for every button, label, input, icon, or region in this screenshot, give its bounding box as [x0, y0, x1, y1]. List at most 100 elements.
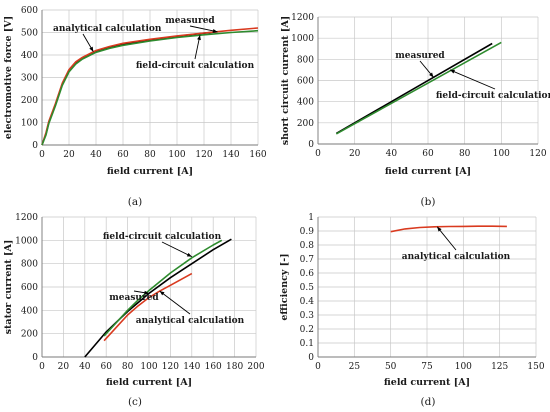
panel-label: (d): [421, 396, 436, 408]
x-axis-title: field current [A]: [106, 377, 192, 388]
chart-panel-4: 0 25 50 75 100 125 150 0 0.1 0.2 0.3 0.4 0.5 0.6 0.7 0.…: [279, 213, 545, 408]
annotation-arrowhead: [212, 28, 218, 33]
y-tick-label: 200: [21, 96, 38, 106]
y-tick-label: 0.1: [300, 339, 314, 349]
x-tick-label: 40: [386, 149, 398, 159]
x-tick-label: 125: [491, 362, 508, 372]
y-tick-label: 1: [308, 213, 314, 223]
y-tick-label: 400: [21, 51, 38, 61]
y-tick-label: 500: [21, 29, 38, 39]
y-tick-label: 1200: [291, 13, 314, 23]
series-line-field-circuit-calculation: [41, 29, 259, 146]
series-line-analytical-calculation: [390, 225, 507, 233]
annotation-label: analytical calculation: [136, 316, 245, 326]
series-line-measured: [335, 42, 493, 135]
x-tick-label: 75: [421, 362, 433, 372]
annotation-label: field-circuit calculation: [136, 61, 255, 71]
x-tick-label: 0: [39, 362, 45, 372]
x-tick-label: 100: [168, 150, 185, 160]
y-tick-label: 0.4: [300, 297, 315, 307]
annotation-label: measured: [395, 51, 445, 61]
series-line-measured: [41, 31, 218, 146]
x-tick-label: 60: [422, 149, 434, 159]
x-tick-label: 25: [349, 362, 361, 372]
panel-label: (c): [128, 396, 142, 408]
chart-panel-1: 0 20 40 60 80 100 120 140 160 0 100 200 300 400 500 600…: [3, 6, 267, 208]
y-tick-label: 0.7: [300, 255, 315, 265]
annotation-label: field-circuit calculation: [103, 232, 222, 242]
panel-label: (b): [421, 196, 436, 208]
x-tick-label: 160: [205, 362, 222, 372]
annotation-arrowhead: [429, 72, 434, 78]
annotation-arrow: [159, 290, 191, 315]
y-tick-label: 0: [32, 141, 38, 151]
y-tick-label: 100: [21, 119, 38, 129]
x-tick-label: 0: [315, 149, 321, 159]
annotation-arrowhead: [89, 46, 94, 52]
panel-label: (a): [128, 196, 142, 208]
x-tick-label: 160: [249, 150, 266, 160]
x-tick-label: 100: [455, 362, 472, 372]
y-tick-label: 600: [21, 6, 38, 16]
chart-panel-3: 0 20 40 60 80 100 120 140 160 180 200 0 200 400 600 800…: [3, 213, 265, 408]
y-axis-title: short circuit current [A]: [280, 16, 291, 145]
y-tick-label: 0.2: [300, 325, 314, 335]
series-line-measured: [84, 238, 232, 358]
y-tick-label: 600: [21, 283, 38, 293]
annotation-arrowhead: [144, 290, 149, 295]
annotation-arrow: [449, 69, 496, 90]
x-tick-label: 50: [385, 362, 397, 372]
y-tick-label: 0.3: [300, 311, 315, 321]
annotation-arrow: [189, 25, 218, 33]
y-tick-label: 800: [297, 55, 314, 65]
y-tick-label: 0.5: [300, 283, 315, 293]
x-tick-label: 80: [144, 150, 156, 160]
chart-panel-2: 0 20 40 60 80 100 120020040060080010001200fiel…: [280, 13, 550, 208]
x-tick-label: 60: [117, 150, 129, 160]
y-axis-title: stator current [A]: [3, 240, 14, 335]
y-tick-label: 0.9: [300, 227, 315, 237]
y-tick-label: 0: [308, 353, 314, 363]
y-tick-label: 400: [297, 98, 314, 108]
y-tick-label: 200: [21, 330, 38, 340]
annotation-label: analytical calculation: [402, 252, 511, 262]
y-tick-label: 600: [297, 77, 314, 87]
annotation-arrowhead: [450, 69, 455, 74]
annotation-arrow: [436, 226, 457, 251]
y-tick-label: 0.8: [300, 241, 315, 251]
x-tick-label: 200: [247, 362, 264, 372]
y-tick-label: 0.6: [300, 269, 315, 279]
x-tick-label: 20: [349, 149, 361, 159]
x-tick-label: 120: [162, 362, 179, 372]
series-line-field-circuit-calculation: [335, 41, 502, 135]
x-tick-label: 40: [90, 150, 102, 160]
series-line-analytical-calculation: [103, 272, 193, 342]
x-tick-label: 180: [226, 362, 243, 372]
x-tick-label: 40: [79, 362, 91, 372]
y-tick-label: 1000: [15, 236, 38, 246]
x-tick-label: 20: [63, 150, 75, 160]
x-tick-label: 100: [493, 149, 510, 159]
y-axis-title: electromotive force [V]: [3, 16, 14, 139]
x-tick-label: 140: [183, 362, 200, 372]
y-axis-title: efficiency [-]: [279, 253, 290, 320]
x-tick-label: 0: [315, 362, 321, 372]
annotation-arrowhead: [437, 226, 442, 232]
x-tick-label: 140: [222, 150, 239, 160]
x-axis-title: field current [A]: [384, 377, 470, 388]
annotation-label: measured: [165, 16, 215, 26]
y-tick-label: 0: [308, 140, 314, 150]
x-tick-label: 120: [529, 149, 546, 159]
y-tick-label: 200: [297, 119, 314, 129]
x-tick-label: 120: [195, 150, 212, 160]
annotation-arrowhead: [197, 35, 201, 41]
x-tick-label: 20: [58, 362, 70, 372]
x-tick-label: 100: [140, 362, 157, 372]
y-tick-label: 1000: [291, 34, 314, 44]
x-tick-label: 80: [459, 149, 471, 159]
annotation-label: measured: [109, 293, 159, 303]
y-tick-label: 1200: [15, 213, 38, 223]
x-tick-label: 0: [39, 150, 45, 160]
x-tick-label: 60: [100, 362, 112, 372]
